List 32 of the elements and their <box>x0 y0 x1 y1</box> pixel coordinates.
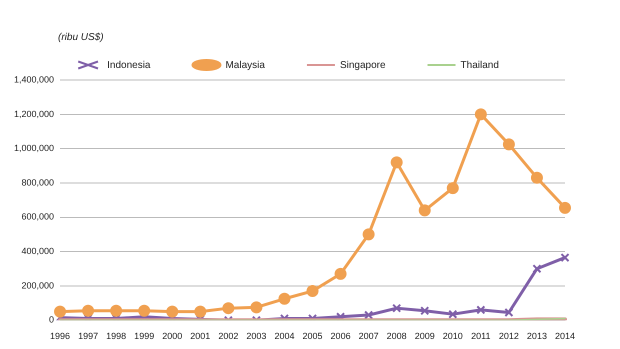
x-tick-label: 2004 <box>274 331 294 342</box>
y-tick-label: 400,000 <box>21 246 54 256</box>
y-tick-label: 0 <box>49 314 54 325</box>
x-tick-label: 1999 <box>134 331 154 342</box>
legend-label: Indonesia <box>107 60 151 71</box>
legend-label: Malaysia <box>225 60 266 71</box>
x-tick-label: 2010 <box>442 331 463 342</box>
legend-label: Thailand <box>460 60 499 71</box>
x-tick-label: 2007 <box>358 331 379 342</box>
text: (ribu US$) <box>58 32 104 43</box>
x-tick-label: 2002 <box>218 331 238 342</box>
x-tick-label: 2012 <box>498 331 519 342</box>
x-tick-label: 2014 <box>554 331 576 342</box>
x-tick-label: 2006 <box>330 331 351 342</box>
x-tick-label: 2003 <box>246 331 266 342</box>
y-tick-label: 200,000 <box>21 280 54 290</box>
x-tick-label: 2000 <box>162 331 182 342</box>
y-tick-label: 1,400,000 <box>14 74 54 84</box>
x-tick-label: 2001 <box>190 331 210 342</box>
x-tick-label: 2011 <box>471 331 491 342</box>
y-tick-label: 800,000 <box>21 177 54 188</box>
legend-label: Singapore <box>340 60 386 71</box>
x-tick-label: 2005 <box>302 331 323 342</box>
x-tick-label: 1996 <box>50 331 70 342</box>
x-tick-label: 2008 <box>386 331 407 342</box>
x-tick-label: 1997 <box>78 331 98 342</box>
y-tick-label: 600,000 <box>21 212 54 222</box>
x-tick-label: 2009 <box>414 331 435 342</box>
y-tick-label: 1,200,000 <box>14 108 54 119</box>
x-tick-label: 1998 <box>106 331 126 342</box>
y-tick-label: 1,000,000 <box>14 143 54 154</box>
x-tick-label: 2013 <box>526 331 547 342</box>
